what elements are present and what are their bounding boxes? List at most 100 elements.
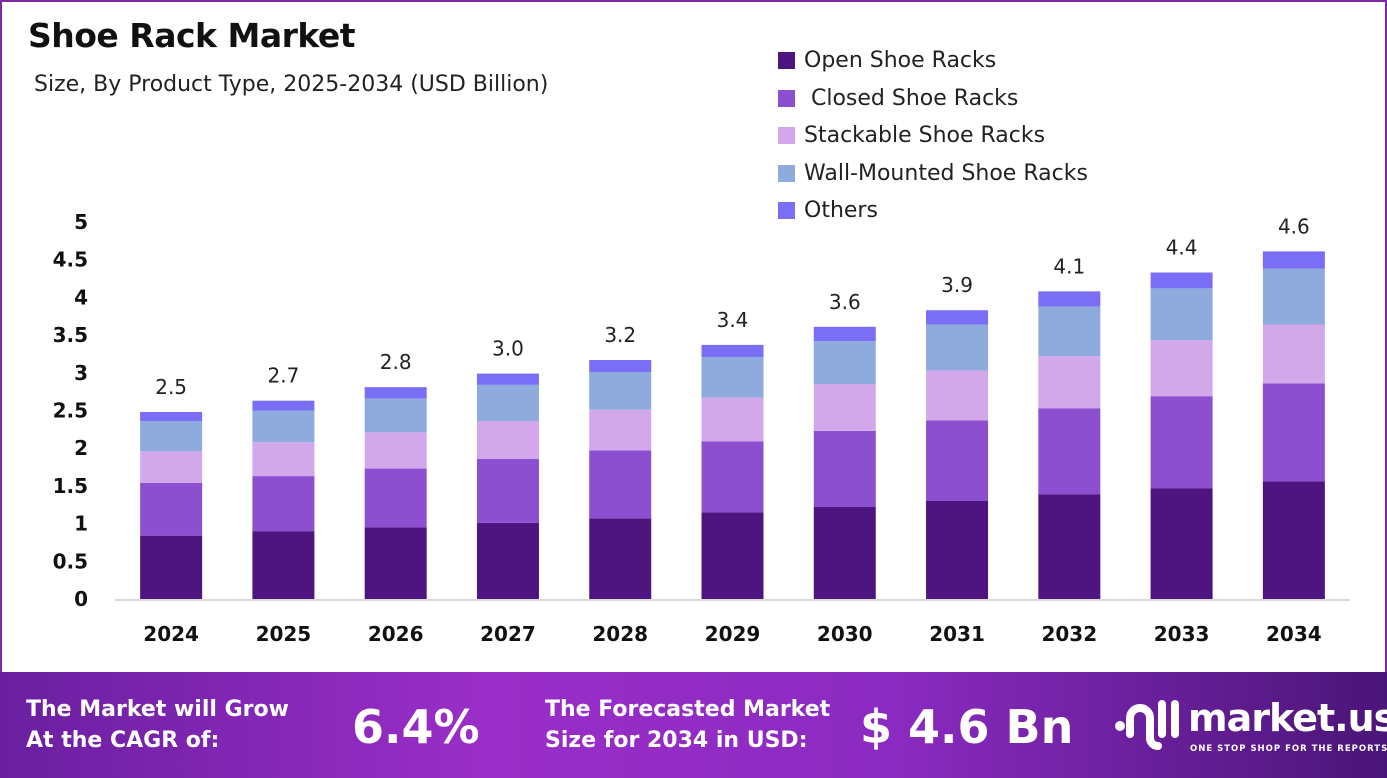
bar-segment xyxy=(813,384,876,431)
total-label: 3.0 xyxy=(492,337,524,361)
y-tick-label: 1.5 xyxy=(53,474,88,498)
bar-segment xyxy=(589,518,652,599)
legend: Open Shoe Racks Closed Shoe Racks Stackab… xyxy=(778,42,1088,230)
y-tick-label: 3.5 xyxy=(53,323,88,347)
y-tick-label: 4 xyxy=(74,285,88,309)
bar-segment xyxy=(926,500,989,599)
bar-segment xyxy=(701,441,764,513)
cagr-label: The Market will Grow At the CAGR of: xyxy=(26,694,289,756)
bar-segment xyxy=(364,398,427,433)
market-us-logo: market.us ONE STOP SHOP FOR THE REPORTS xyxy=(1112,694,1387,758)
legend-label: Closed Shoe Racks xyxy=(804,85,1019,111)
x-tick-label: 2024 xyxy=(143,622,199,646)
bar-segment xyxy=(140,451,203,483)
y-tick-label: 2 xyxy=(74,436,88,460)
legend-item: Wall-Mounted Shoe Racks xyxy=(778,155,1088,193)
bar-segment xyxy=(1150,340,1213,397)
bar-segment xyxy=(140,412,203,422)
legend-label: Others xyxy=(804,198,878,224)
x-tick-label: 2028 xyxy=(592,622,648,646)
bar-segment xyxy=(589,409,652,451)
bar-segment xyxy=(589,372,652,410)
x-tick-label: 2030 xyxy=(817,622,873,646)
bar-segment xyxy=(1262,324,1325,384)
bar-segment xyxy=(1150,288,1213,341)
y-tick-label: 1 xyxy=(74,512,88,536)
total-label: 3.9 xyxy=(941,273,973,297)
bar-segment xyxy=(701,356,764,398)
bar-segment xyxy=(252,400,315,411)
bar-segment xyxy=(252,442,315,477)
bar-segment xyxy=(1150,272,1213,289)
forecast-value: $ 4.6 Bn xyxy=(860,700,1074,754)
bar-segment xyxy=(1150,396,1213,489)
x-tick-label: 2033 xyxy=(1154,622,1210,646)
bar-segment xyxy=(476,384,539,422)
y-tick-label: 3 xyxy=(74,361,88,385)
x-tick-label: 2029 xyxy=(705,622,761,646)
x-tick-label: 2032 xyxy=(1041,622,1097,646)
legend-swatch xyxy=(778,164,795,182)
bar-segment xyxy=(813,341,876,385)
y-tick-label: 0 xyxy=(74,587,88,611)
bar-segment xyxy=(926,310,989,325)
bar-segment xyxy=(1038,408,1101,495)
bar-segment xyxy=(476,373,539,385)
stacked-bar-chart: 0 0.5 1 1.5 2 2.5 3 3.5 4 4.5 5 2.5 2024 2.7 2025 2.8 20… xyxy=(53,210,1350,646)
cagr-value: 6.4% xyxy=(352,700,480,754)
forecast-label: The Forecasted Market Size for 2034 in U… xyxy=(545,694,830,756)
bar-segment xyxy=(1262,481,1325,599)
x-tick-label: 2027 xyxy=(480,622,536,646)
logo-icon xyxy=(1115,700,1179,750)
total-label: 2.7 xyxy=(268,364,300,388)
total-label: 2.8 xyxy=(380,350,412,374)
bar-segment xyxy=(926,324,989,371)
legend-swatch xyxy=(778,202,795,220)
y-tick-label: 5 xyxy=(74,210,88,234)
bar-segment xyxy=(1262,268,1325,325)
legend-label: Open Shoe Racks xyxy=(804,48,997,74)
bar-segment xyxy=(1262,251,1325,269)
bar-segment xyxy=(1262,383,1325,482)
chart-title: Shoe Rack Market xyxy=(28,16,356,55)
bar-segment xyxy=(926,370,989,421)
x-tick-label: 2031 xyxy=(929,622,985,646)
bar-segment xyxy=(140,535,203,599)
bar-segment xyxy=(813,507,876,599)
bar-segment xyxy=(1038,291,1101,307)
bar-segment xyxy=(364,387,427,399)
bar-segment xyxy=(1038,494,1101,599)
total-label: 4.6 xyxy=(1278,214,1310,238)
bar-segment xyxy=(252,476,315,532)
y-tick-label: 0.5 xyxy=(53,549,88,573)
total-label: 3.2 xyxy=(604,323,636,347)
bar-segment xyxy=(701,512,764,599)
bar-segment xyxy=(813,326,876,342)
legend-label: Wall-Mounted Shoe Racks xyxy=(804,160,1088,186)
total-label: 4.1 xyxy=(1053,254,1085,278)
x-tick-label: 2026 xyxy=(368,622,424,646)
legend-item: Closed Shoe Racks xyxy=(778,80,1088,118)
x-tick-label: 2034 xyxy=(1266,622,1322,646)
logo-tagline: ONE STOP SHOP FOR THE REPORTS xyxy=(1190,744,1387,754)
bar-segment xyxy=(813,430,876,508)
legend-swatch xyxy=(778,52,795,70)
bar-segment xyxy=(364,468,427,528)
legend-swatch xyxy=(778,127,795,145)
cagr-label-line2: At the CAGR of: xyxy=(26,728,220,753)
bar-segment xyxy=(701,344,764,357)
legend-label: Stackable Shoe Racks xyxy=(804,123,1046,149)
bar-segment xyxy=(589,450,652,519)
bar-segment xyxy=(1038,306,1101,357)
legend-item: Open Shoe Racks xyxy=(778,42,1088,80)
total-label: 4.4 xyxy=(1166,236,1198,260)
bar-segment xyxy=(476,458,539,523)
bar-segment xyxy=(252,410,315,443)
bar-segment xyxy=(140,482,203,536)
bar-segment xyxy=(476,522,539,599)
cagr-label-line1: The Market will Grow xyxy=(26,697,289,722)
bar-segment xyxy=(1150,488,1213,599)
bar-segment xyxy=(364,527,427,599)
forecast-label-line1: The Forecasted Market xyxy=(545,697,831,722)
bar-segment xyxy=(476,421,539,459)
